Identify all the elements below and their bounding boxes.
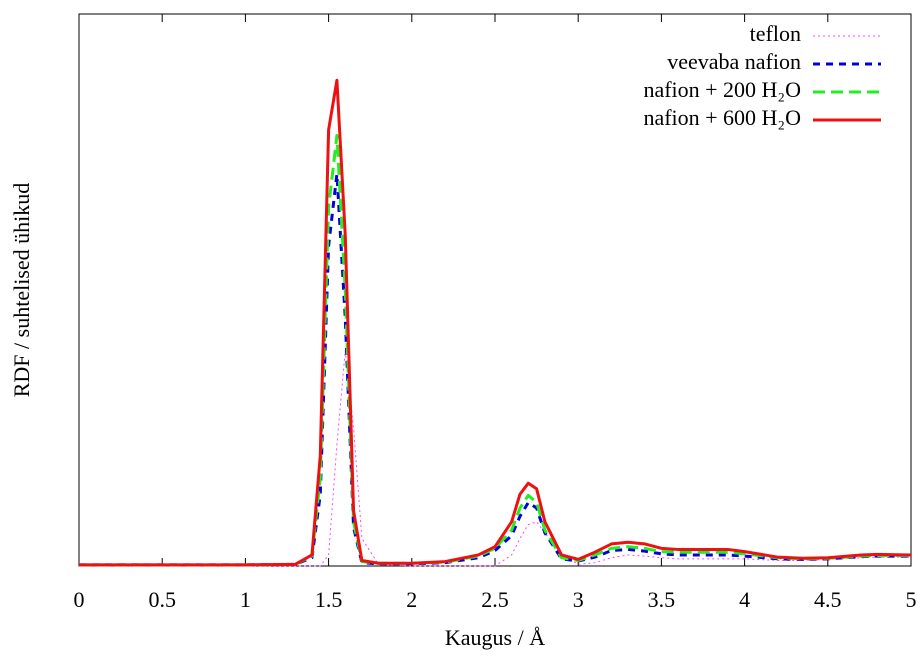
line-series <box>79 78 912 567</box>
x-tick-label: 0 <box>74 587 85 612</box>
legend-label: nafion + 200 H₂O <box>643 77 801 102</box>
x-tick-label: 4 <box>739 587 750 612</box>
x-tick-label: 4.5 <box>814 587 842 612</box>
x-tick-label: 1.5 <box>315 587 343 612</box>
x-tick-label: 0.5 <box>148 587 176 612</box>
y-axis-title: RDF / suhtelised ühikud <box>9 183 34 398</box>
x-tick-label: 5 <box>906 587 917 612</box>
x-tick-label: 3.5 <box>648 587 676 612</box>
x-tick-label: 2.5 <box>481 587 509 612</box>
x-tick-label: 2 <box>406 587 417 612</box>
legend-label: veevaba nafion <box>667 49 801 74</box>
line-series <box>79 133 911 567</box>
line-series <box>79 350 911 567</box>
legend-label: nafion + 600 H₂O <box>643 105 801 130</box>
line-series <box>79 172 911 567</box>
x-tick-label: 1 <box>240 587 251 612</box>
x-axis-title: Kaugus / Å <box>445 625 545 650</box>
x-tick-label: 3 <box>573 587 584 612</box>
legend-label: teflon <box>750 21 801 46</box>
